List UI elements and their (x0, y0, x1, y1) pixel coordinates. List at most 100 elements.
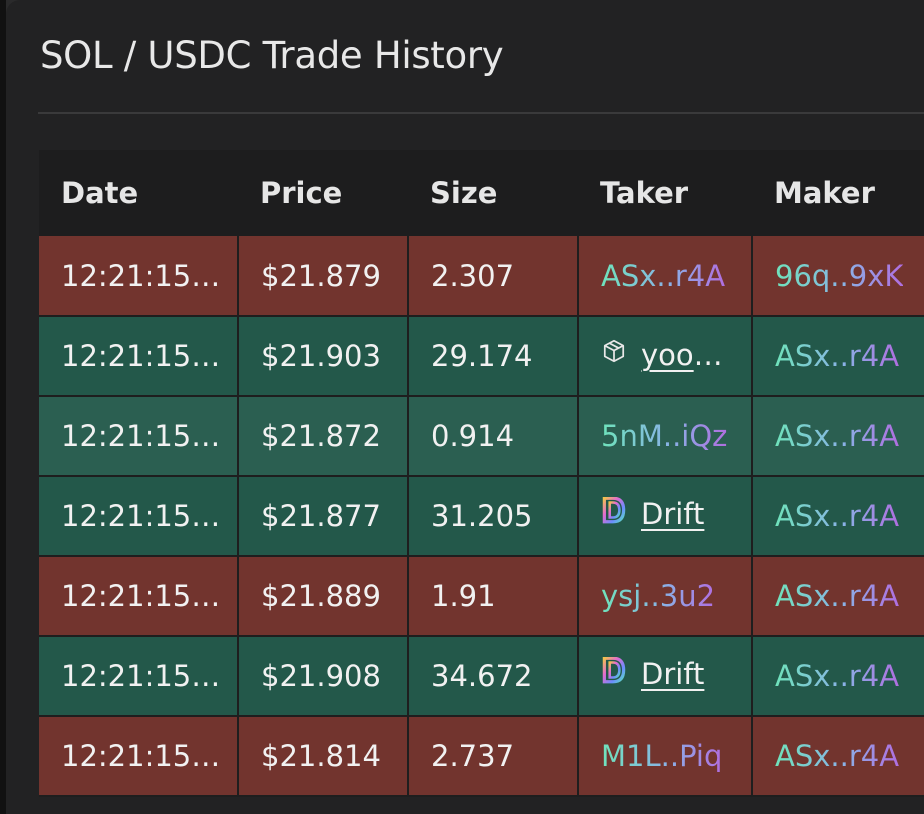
trade-maker: ASx..r4A (752, 396, 924, 477)
column-header-price[interactable]: Price (238, 150, 408, 236)
trade-taker: yoonifty (578, 316, 753, 397)
trade-maker-wrap: 96q..9xK (775, 259, 924, 293)
trade-maker-wrap: ASx..r4A (775, 579, 924, 613)
column-header-date[interactable]: Date (39, 150, 238, 236)
trade-taker: Drift (578, 476, 753, 557)
trade-taker-link[interactable]: Drift (641, 657, 705, 692)
trade-price-text: $21.872 (261, 419, 381, 453)
trade-price-text: $21.889 (261, 579, 381, 613)
trade-history-panel: SOL / USDC Trade History Date Price Size… (6, 0, 924, 814)
trade-maker-address[interactable]: ASx..r4A (775, 739, 900, 773)
trade-maker-wrap: ASx..r4A (775, 339, 924, 373)
trade-price: $21.889 (238, 556, 409, 637)
trade-price-text: $21.879 (261, 258, 381, 293)
table-header-row: Date Price Size Taker Maker (39, 150, 924, 236)
trade-price-text: $21.814 (261, 739, 381, 773)
trade-maker-address[interactable]: ASx..r4A (775, 419, 900, 453)
trade-taker-address[interactable]: ASx..r4A (601, 258, 726, 293)
trade-taker-wrap: Drift (601, 657, 750, 695)
trade-row-buy: 12:21:15 PM $21.877 31.205 Drift ASx..r4A (39, 476, 924, 557)
trade-taker-wrap: Drift (601, 497, 750, 535)
column-header-taker[interactable]: Taker (578, 150, 752, 236)
trade-history-table: Date Price Size Taker Maker 12:21:15 PM $… (39, 150, 924, 797)
trade-size-text: 2.737 (431, 739, 515, 773)
trade-size-text: 1.91 (431, 579, 496, 613)
trade-size: 2.307 (408, 236, 579, 317)
page-title: SOL / USDC Trade History (40, 34, 504, 77)
trade-size: 1.91 (408, 556, 579, 637)
trade-size-text: 2.307 (431, 258, 515, 293)
column-header-size[interactable]: Size (408, 150, 578, 236)
trade-price: $21.908 (238, 636, 409, 717)
trade-price-text: $21.903 (261, 339, 381, 373)
trade-taker-wrap: yoonifty (601, 338, 751, 374)
trade-date: 12:21:15 PM (39, 556, 239, 637)
trade-taker-address[interactable]: M1L..Piq (601, 739, 723, 773)
trade-price: $21.872 (238, 396, 409, 477)
trade-size-text: 29.174 (431, 339, 533, 373)
trade-maker-wrap: ASx..r4A (775, 419, 924, 453)
trade-taker-wrap: ysj..3u2 (601, 579, 750, 613)
trade-maker: ASx..r4A (752, 556, 924, 637)
trade-taker-address[interactable]: 5nM..iQz (601, 419, 728, 453)
trade-date-text: 12:21:15 PM (61, 579, 237, 613)
trade-row-buy: 12:21:15 PM $21.908 34.672 Drift ASx..r4A (39, 636, 924, 717)
trade-maker: ASx..r4A (752, 636, 924, 717)
trade-row-buy: 12:21:15 PM $21.872 0.914 5nM..iQz ASx..r4A (39, 396, 924, 477)
trade-size-text: 34.672 (431, 659, 533, 693)
trade-row-sell: 12:21:15 PM $21.889 1.91 ysj..3u2 ASx..r4A (39, 556, 924, 637)
trade-taker-wrap: 5nM..iQz (601, 419, 750, 453)
trade-taker: ASx..r4A (578, 236, 753, 317)
trade-size: 2.737 (408, 716, 579, 797)
trade-taker-link[interactable]: yoonifty (641, 338, 751, 372)
trade-price: $21.879 (238, 236, 409, 317)
trade-date-text: 12:21:15 PM (61, 419, 237, 453)
trade-taker-wrap: ASx..r4A (601, 258, 750, 293)
trade-maker: ASx..r4A (752, 316, 924, 397)
trade-date-text: 12:21:15 PM (61, 499, 237, 533)
trade-maker-address[interactable]: ASx..r4A (775, 659, 900, 693)
trade-taker: Drift (578, 636, 753, 717)
trade-row-sell: 12:21:15 PM $21.879 2.307 ASx..r4A 96q..9xK (39, 236, 924, 317)
trade-price-text: $21.908 (261, 659, 381, 693)
trade-date: 12:21:15 PM (39, 476, 239, 557)
trade-taker: ysj..3u2 (578, 556, 753, 637)
drift-logo-icon (601, 657, 627, 692)
trade-maker: 96q..9xK (752, 236, 924, 317)
trade-date: 12:21:15 PM (39, 316, 239, 397)
trade-size: 31.205 (408, 476, 579, 557)
trade-maker-address[interactable]: ASx..r4A (775, 579, 900, 613)
window-left-edge (0, 0, 6, 814)
trade-taker-address[interactable]: ysj..3u2 (601, 579, 716, 613)
trade-row-buy: 12:21:15 PM $21.903 29.174 yoonifty ASx..r4A (39, 316, 924, 397)
trade-date: 12:21:15 PM (39, 236, 239, 317)
trade-price-text: $21.877 (261, 499, 381, 533)
trade-maker-wrap: ASx..r4A (775, 499, 924, 533)
drift-logo-icon (601, 497, 627, 532)
cube-icon (601, 338, 627, 371)
trade-date-text: 12:21:15 PM (61, 258, 237, 293)
trade-size: 29.174 (408, 316, 579, 397)
trade-maker-address[interactable]: ASx..r4A (775, 339, 900, 373)
trade-taker: 5nM..iQz (578, 396, 753, 477)
trade-date-text: 12:21:15 PM (61, 339, 237, 373)
trade-size: 0.914 (408, 396, 579, 477)
trade-date-text: 12:21:15 PM (61, 739, 237, 773)
trade-size-text: 0.914 (431, 419, 515, 453)
trade-maker-address[interactable]: 96q..9xK (775, 258, 904, 293)
trade-rows: 12:21:15 PM $21.879 2.307 ASx..r4A 96q..9xK 1… (39, 236, 924, 797)
trade-date: 12:21:15 PM (39, 636, 239, 717)
trade-taker-link[interactable]: Drift (641, 497, 705, 532)
column-header-maker[interactable]: Maker (752, 150, 924, 236)
trade-size-text: 31.205 (431, 499, 533, 533)
trade-taker-wrap: M1L..Piq (601, 739, 750, 773)
title-divider (38, 112, 924, 114)
trade-price: $21.877 (238, 476, 409, 557)
trade-date-text: 12:21:15 PM (61, 659, 237, 693)
trade-maker-address[interactable]: ASx..r4A (775, 499, 900, 533)
trade-row-sell: 12:21:15 PM $21.814 2.737 M1L..Piq ASx..r4A (39, 716, 924, 797)
trade-date: 12:21:15 PM (39, 396, 239, 477)
trade-maker-wrap: ASx..r4A (775, 739, 924, 773)
trade-date: 12:21:15 PM (39, 716, 239, 797)
trade-maker: ASx..r4A (752, 476, 924, 557)
